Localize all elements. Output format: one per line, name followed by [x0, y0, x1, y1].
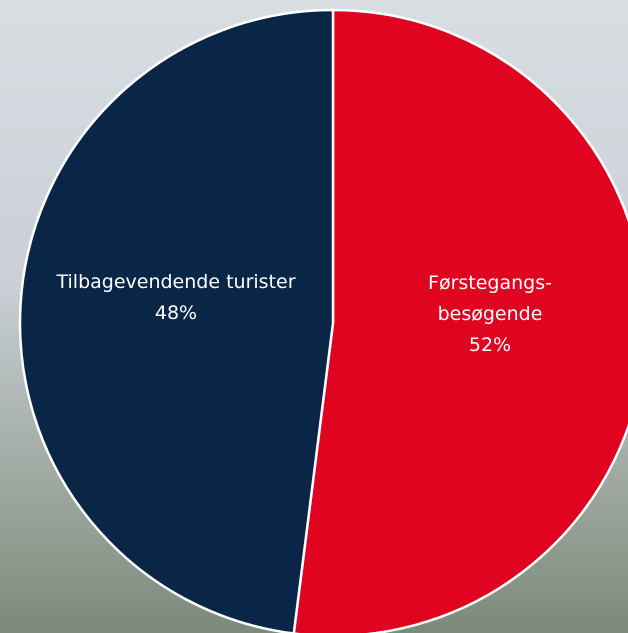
slice-label: Førstegangs-besøgende [390, 268, 590, 330]
slice-value: 52% [390, 330, 590, 361]
slice-label: Tilbagevendende turister [46, 267, 306, 298]
slice-value: 48% [46, 298, 306, 329]
page: Førstegangs-besøgende52% Tilbagevendende … [0, 0, 628, 633]
